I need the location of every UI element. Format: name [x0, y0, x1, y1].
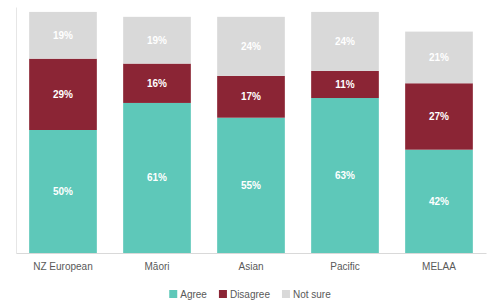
- legend-item: Disagree: [219, 289, 270, 300]
- data-label: 24%: [335, 36, 355, 47]
- bar-segment: [311, 98, 379, 253]
- x-axis: NZ European Māori Asian Pacific MELAA: [17, 253, 487, 272]
- legend-label: Disagree: [230, 289, 270, 300]
- x-tick-label: Pacific: [330, 261, 359, 272]
- bar-segment: [29, 130, 97, 253]
- legend-label: Agree: [180, 289, 207, 300]
- bars: [29, 12, 473, 253]
- data-label: 29%: [53, 89, 73, 100]
- x-tick: Pacific: [330, 253, 359, 272]
- x-tick: MELAA: [422, 253, 456, 272]
- x-tick-label: MELAA: [422, 261, 456, 272]
- bar-segment: [123, 64, 191, 103]
- data-label: 11%: [335, 79, 355, 90]
- legend-swatch: [282, 290, 290, 298]
- bar-segment: [123, 17, 191, 64]
- bar-segment: [311, 12, 379, 71]
- data-label: 50%: [53, 186, 73, 197]
- x-tick-label: Māori: [144, 261, 169, 272]
- data-label: 55%: [241, 180, 261, 191]
- bar-segment: [217, 76, 285, 118]
- y-axis: [16, 8, 17, 254]
- data-label: 42%: [429, 196, 449, 207]
- x-tick-label: Asian: [238, 261, 263, 272]
- data-label: 16%: [147, 78, 167, 89]
- data-label: 19%: [53, 30, 73, 41]
- x-tick-label: NZ European: [33, 261, 92, 272]
- bar-segment: [405, 83, 473, 149]
- data-label: 27%: [429, 111, 449, 122]
- bar-segment: [311, 71, 379, 98]
- data-label: 61%: [147, 172, 167, 183]
- x-axis-line: [17, 253, 487, 254]
- bar-segment: [29, 59, 97, 130]
- bar-segment: [405, 32, 473, 84]
- legend-item: Agree: [169, 289, 207, 300]
- legend: Agree Disagree Not sure: [169, 289, 331, 300]
- data-labels: 50% 61% 55% 63% 42% 29% 16% 17% 11% 27% 19% 19% 24% 2…: [53, 30, 449, 207]
- bar-segment: [123, 103, 191, 253]
- x-tick: Māori: [144, 253, 169, 272]
- x-tick: Asian: [238, 253, 263, 272]
- legend-item: Not sure: [282, 289, 331, 300]
- y-axis-line: [16, 8, 17, 254]
- legend-label: Not sure: [293, 289, 331, 300]
- bar-segment: [217, 17, 285, 76]
- legend-swatch: [169, 290, 177, 298]
- x-tick: NZ European: [33, 253, 92, 272]
- legend-swatch: [219, 290, 227, 298]
- bar-segment: [29, 12, 97, 59]
- data-label: 19%: [147, 35, 167, 46]
- bar-segment: [405, 150, 473, 253]
- chart: 50% 61% 55% 63% 42% 29% 16% 17% 11% 27% 19% 19% 24% 2…: [0, 0, 500, 308]
- data-label: 17%: [241, 91, 261, 102]
- bar-segment: [217, 118, 285, 253]
- data-label: 24%: [241, 41, 261, 52]
- data-label: 21%: [429, 52, 449, 63]
- data-label: 63%: [335, 170, 355, 181]
